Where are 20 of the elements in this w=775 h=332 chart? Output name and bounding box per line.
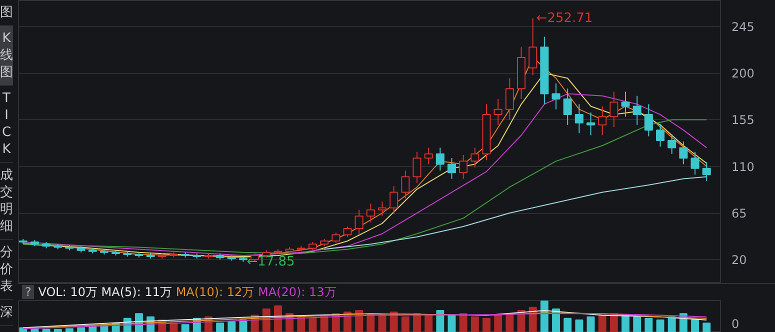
text: 图 bbox=[0, 0, 13, 26]
y-tick-label: 110 bbox=[732, 160, 754, 174]
y-tick-label: 155 bbox=[732, 113, 754, 128]
text: ? bbox=[22, 285, 34, 299]
y-tick-label: 200 bbox=[732, 66, 754, 81]
y-tick-label: 65 bbox=[732, 206, 747, 221]
chart-title: VOL: 10万 bbox=[38, 285, 98, 299]
text: K线图 bbox=[0, 26, 13, 86]
y-tick-label: 20 bbox=[732, 253, 747, 268]
y-tick-label: 245 bbox=[732, 20, 754, 34]
text: 深 bbox=[0, 300, 13, 326]
text: TICK bbox=[0, 86, 13, 163]
series-label: MA(20): 13万 bbox=[258, 285, 336, 299]
text: 分价表 bbox=[0, 240, 13, 300]
series-label: MA(5): 11万 bbox=[101, 285, 172, 299]
series-label: MA(10): 12万 bbox=[176, 285, 254, 299]
annotation: ←17.85 bbox=[246, 254, 295, 270]
text: 0 bbox=[732, 317, 740, 331]
text: 成交明细 bbox=[0, 163, 13, 240]
annotation: ←252.71 bbox=[536, 10, 593, 26]
